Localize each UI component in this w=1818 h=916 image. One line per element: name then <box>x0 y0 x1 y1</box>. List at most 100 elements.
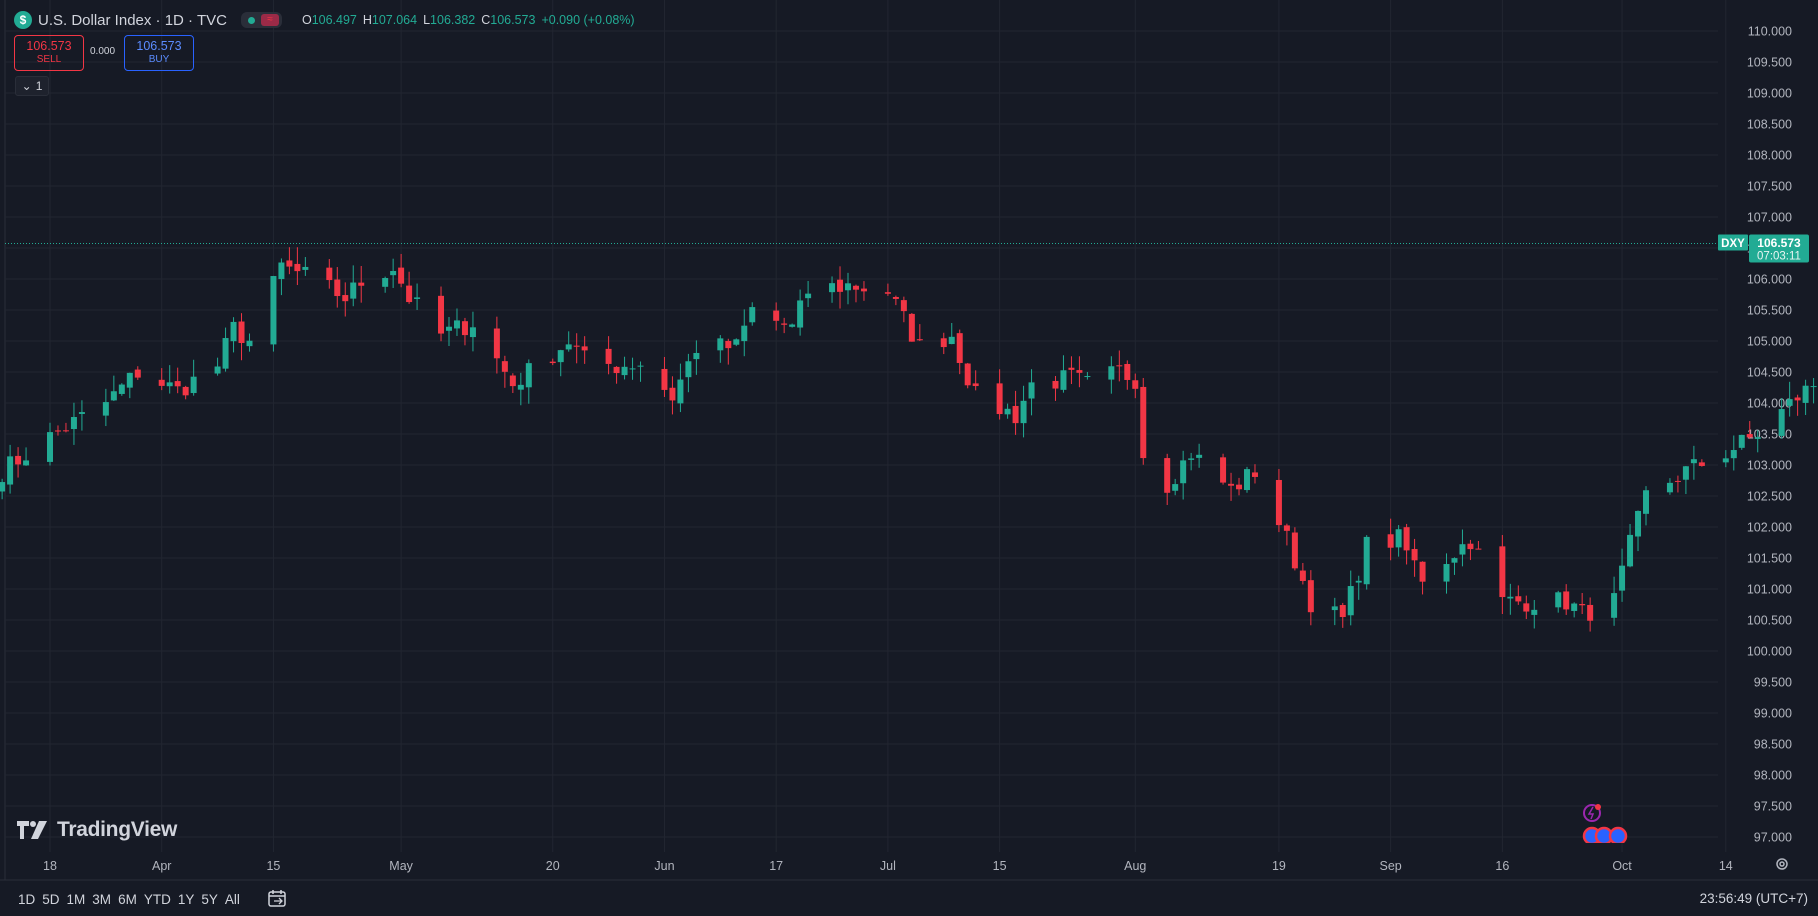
candle-body[interactable] <box>334 279 341 297</box>
candle-body[interactable] <box>1403 527 1410 551</box>
candle-body[interactable] <box>1395 529 1402 548</box>
candle-body[interactable] <box>613 366 620 374</box>
candle-body[interactable] <box>733 339 740 345</box>
candle-body[interactable] <box>350 282 357 299</box>
candle-body[interactable] <box>1794 397 1801 401</box>
settings-gear-icon[interactable] <box>1773 855 1791 873</box>
us-economic-event-icon[interactable] <box>1608 826 1628 843</box>
candle-body[interactable] <box>1666 482 1673 493</box>
candle-body[interactable] <box>605 348 612 364</box>
candle-body[interactable] <box>972 383 979 387</box>
candle-body[interactable] <box>174 381 181 387</box>
candle-body[interactable] <box>1674 480 1681 482</box>
candle-body[interactable] <box>693 352 700 360</box>
legend-toggle-button[interactable]: ⌄ 1 <box>15 76 49 96</box>
range-button-5y[interactable]: 5Y <box>201 891 218 907</box>
candle-body[interactable] <box>390 270 397 276</box>
candle-body[interactable] <box>525 363 532 388</box>
candle-body[interactable] <box>509 375 516 387</box>
candle-body[interactable] <box>1068 367 1075 370</box>
candle-body[interactable] <box>1451 558 1458 563</box>
candle-body[interactable] <box>1220 457 1227 483</box>
candle-body[interactable] <box>23 460 30 466</box>
candle-body[interactable] <box>1810 386 1817 388</box>
candle-body[interactable] <box>1251 472 1258 477</box>
candle-body[interactable] <box>1802 385 1809 403</box>
candle-body[interactable] <box>222 338 229 369</box>
candle-body[interactable] <box>342 295 349 302</box>
candle-body[interactable] <box>940 338 947 348</box>
candle-body[interactable] <box>1180 460 1187 484</box>
candle-body[interactable] <box>278 262 285 280</box>
candle-body[interactable] <box>78 412 85 414</box>
candle-body[interactable] <box>1339 605 1346 618</box>
candle-body[interactable] <box>637 365 644 367</box>
range-button-1y[interactable]: 1Y <box>177 891 195 907</box>
candle-body[interactable] <box>581 346 588 351</box>
candle-body[interactable] <box>1778 409 1785 436</box>
symbol-title[interactable]: U.S. Dollar Index · 1D · TVC <box>38 11 227 29</box>
candle-body[interactable] <box>326 267 333 281</box>
candle-body[interactable] <box>7 456 14 485</box>
candle-body[interactable] <box>70 417 77 430</box>
candle-body[interactable] <box>1730 450 1737 459</box>
candle-body[interactable] <box>1196 454 1203 458</box>
candle-body[interactable] <box>549 361 556 364</box>
candle-body[interactable] <box>1579 604 1586 606</box>
candle-body[interactable] <box>1387 534 1394 548</box>
candle-body[interactable] <box>270 276 277 345</box>
candle-body[interactable] <box>996 383 1003 415</box>
candle-body[interactable] <box>47 432 53 462</box>
go-to-date-icon[interactable] <box>267 889 289 909</box>
candle-body[interactable] <box>629 368 636 370</box>
candle-body[interactable] <box>892 296 899 299</box>
candle-body[interactable] <box>1124 364 1131 380</box>
candle-body[interactable] <box>110 391 117 401</box>
buy-button[interactable]: 106.573 BUY <box>124 35 194 71</box>
candle-body[interactable] <box>884 292 891 294</box>
timezone-clock[interactable]: 23:56:49 (UTC+7) <box>1699 891 1808 906</box>
candle-body[interactable] <box>358 282 365 286</box>
candle-body[interactable] <box>1108 366 1115 380</box>
candle-body[interactable] <box>118 384 125 394</box>
candle-body[interactable] <box>797 300 804 328</box>
candle-body[interactable] <box>964 363 971 386</box>
candle-body[interactable] <box>446 326 452 331</box>
candle-body[interactable] <box>246 340 253 347</box>
candle-body[interactable] <box>1523 603 1530 612</box>
candle-body[interactable] <box>900 300 907 312</box>
candle-body[interactable] <box>725 340 732 349</box>
candle-body[interactable] <box>717 338 724 351</box>
candle-body[interactable] <box>669 387 676 401</box>
candle-body[interactable] <box>126 372 133 388</box>
candle-body[interactable] <box>1291 532 1298 569</box>
candle-body[interactable] <box>557 350 564 363</box>
candle-body[interactable] <box>1283 525 1290 531</box>
range-button-1d[interactable]: 1D <box>18 891 36 907</box>
candle-body[interactable] <box>789 324 796 327</box>
candle-body[interactable] <box>1228 483 1235 486</box>
candle-body[interactable] <box>1690 459 1697 464</box>
candle-body[interactable] <box>438 295 445 334</box>
candle-body[interactable] <box>517 384 524 390</box>
candle-body[interactable] <box>956 333 963 363</box>
candle-body[interactable] <box>1515 596 1522 602</box>
candle-body[interactable] <box>908 313 915 342</box>
candle-body[interactable] <box>1459 544 1466 555</box>
candle-body[interactable] <box>677 379 684 404</box>
candle-body[interactable] <box>286 260 293 267</box>
candle-body[interactable] <box>1587 604 1594 621</box>
candle-body[interactable] <box>461 321 468 336</box>
candle-body[interactable] <box>1116 365 1123 367</box>
candle-body[interactable] <box>62 430 69 432</box>
candle-body[interactable] <box>1611 593 1618 618</box>
candle-body[interactable] <box>749 307 756 323</box>
candle-body[interactable] <box>1012 405 1019 424</box>
candle-body[interactable] <box>1132 380 1139 389</box>
candle-body[interactable] <box>1299 570 1306 581</box>
range-button-1m[interactable]: 1M <box>66 891 86 907</box>
candle-body[interactable] <box>829 283 836 293</box>
candle-body[interactable] <box>661 368 668 390</box>
candle-body[interactable] <box>469 327 476 338</box>
candle-body[interactable] <box>621 366 628 376</box>
